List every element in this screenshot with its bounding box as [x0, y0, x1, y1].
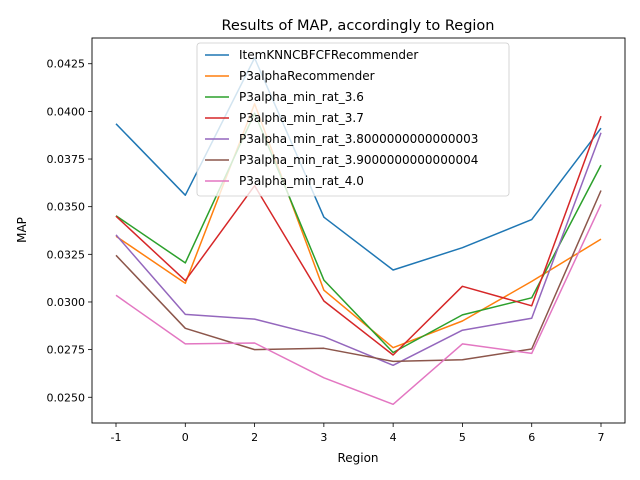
x-tick-label: -1 [111, 431, 122, 444]
y-tick-label: 0.0375 [47, 153, 86, 166]
legend: ItemKNNCBFCFRecommender P3alphaRecommende… [196, 42, 510, 197]
series-line-1 [115, 103, 602, 349]
x-axis-label: Region [337, 451, 378, 465]
y-tick-label: 0.0275 [47, 344, 86, 357]
y-tick-label: 0.0300 [47, 296, 86, 309]
series-line-2 [115, 112, 602, 354]
legend-label: P3alphaRecommender [239, 69, 375, 83]
x-tick-label: 5 [459, 431, 466, 444]
series-lines [115, 57, 602, 406]
y-axis-label: MAP [15, 217, 29, 243]
x-tick-label: 3 [320, 431, 327, 444]
y-tick-label: 0.0400 [47, 105, 86, 118]
y-tick-label: 0.0425 [47, 58, 86, 71]
chart-title: Results of MAP, accordingly to Region [221, 18, 494, 34]
legend-box [196, 42, 510, 197]
legend-label: ItemKNNCBFCFRecommender [239, 48, 418, 62]
x-tick-label: 2 [251, 431, 258, 444]
series-line-3 [115, 115, 602, 356]
x-tick-label: 6 [528, 431, 535, 444]
legend-label: P3alpha_min_rat_3.8000000000000003 [239, 132, 478, 146]
legend-label: P3alpha_min_rat_3.6 [239, 90, 364, 104]
legend-label: P3alpha_min_rat_4.0 [239, 174, 364, 188]
series-line-5 [115, 190, 602, 363]
y-axis-ticks: 0.0250 0.0275 0.0300 0.0325 0.0350 0.0375 0.04… [47, 58, 92, 404]
legend-label: P3alpha_min_rat_3.9000000000000004 [239, 153, 478, 167]
x-axis-ticks: -1 0 2 3 4 5 6 7 [111, 423, 605, 444]
plot-frame [91, 37, 626, 424]
x-tick-label: 7 [598, 431, 605, 444]
x-tick-label: 4 [390, 431, 397, 444]
series-line-4 [115, 132, 602, 367]
y-tick-label: 0.0250 [47, 391, 86, 404]
legend-label: P3alpha_min_rat_3.7 [239, 111, 364, 125]
series-line-6 [115, 204, 602, 406]
y-tick-label: 0.0325 [47, 248, 86, 261]
y-tick-label: 0.0350 [47, 201, 86, 214]
x-tick-label: 0 [182, 431, 189, 444]
